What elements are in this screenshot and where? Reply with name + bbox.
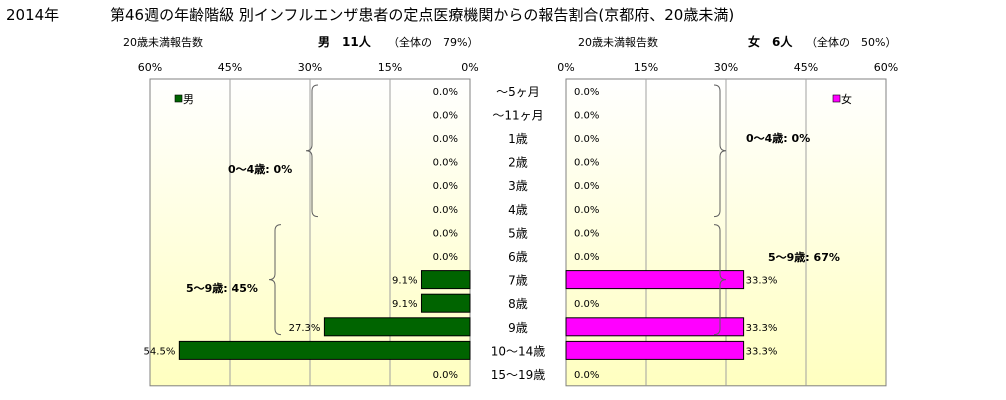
female-annotation-5-9: 5～9歳: 67% <box>768 250 840 264</box>
male-annotation-0-4: 0～4歳: 0% <box>228 162 292 176</box>
male-tick-label: 60% <box>138 61 162 74</box>
male-bar <box>178 340 471 360</box>
age-category-label: 15～19歳 <box>491 368 546 382</box>
female-tick-label: 30% <box>714 61 738 74</box>
male-legend-swatch <box>174 94 183 103</box>
male-bar <box>420 293 471 313</box>
age-category-label: 9歳 <box>508 321 528 335</box>
female-data-label: 0.0% <box>574 181 599 192</box>
female-annotation-0-4: 0～4歳: 0% <box>746 131 810 145</box>
male-data-label: 0.0% <box>433 252 458 263</box>
male-data-label: 0.0% <box>433 205 458 216</box>
female-5-9-brace <box>713 224 727 336</box>
age-category-label: 8歳 <box>508 297 528 311</box>
female-data-label: 0.0% <box>574 87 599 98</box>
male-data-label: 0.0% <box>433 228 458 239</box>
female-data-label: 33.3% <box>746 323 778 334</box>
female-data-label: 0.0% <box>574 370 599 381</box>
female-data-label: 33.3% <box>746 276 778 287</box>
female-tick-label: 60% <box>874 61 898 74</box>
age-category-label: 4歳 <box>508 203 528 217</box>
left-count-label: 20歳未満報告数 <box>123 36 203 49</box>
chart-title: 第46週の年齢階級 別インフルエンザ患者の定点医療機関からの報告割合(京都府、2… <box>110 6 735 24</box>
male-data-label: 0.0% <box>433 110 458 121</box>
female-legend-swatch <box>832 94 841 103</box>
female-data-label: 0.0% <box>574 205 599 216</box>
female-tick-label: 45% <box>794 61 818 74</box>
female-data-label: 0.0% <box>574 299 599 310</box>
female-data-label: 33.3% <box>746 346 778 357</box>
male-data-label: 0.0% <box>433 134 458 145</box>
age-category-label: 6歳 <box>508 250 528 264</box>
male-summary: 男 11人 <box>318 35 371 49</box>
male-data-label: 54.5% <box>144 346 176 357</box>
female-bar <box>565 270 745 290</box>
female-0-4-brace <box>713 84 727 218</box>
male-data-label: 9.1% <box>392 299 417 310</box>
male-data-label: 0.0% <box>433 158 458 169</box>
age-category-label: 7歳 <box>508 274 528 288</box>
male-bar <box>323 317 471 337</box>
age-category-label: ～11ヶ月 <box>492 108 543 122</box>
male-0-4-brace <box>305 84 319 218</box>
male-data-label: 0.0% <box>433 181 458 192</box>
female-summary: 女 6人 <box>748 35 793 49</box>
male-legend-label: 男 <box>183 93 194 106</box>
female-share: （全体の 50%） <box>806 36 897 49</box>
chart-year: 2014年 <box>6 6 60 24</box>
male-tick-label: 45% <box>218 61 242 74</box>
female-tick-label: 15% <box>634 61 658 74</box>
female-data-label: 0.0% <box>574 252 599 263</box>
male-data-label: 0.0% <box>433 370 458 381</box>
male-5-9-brace <box>268 224 282 336</box>
female-bar <box>565 340 745 360</box>
male-tick-label: 30% <box>298 61 322 74</box>
male-tick-label: 0% <box>461 61 478 74</box>
age-category-label: 2歳 <box>508 156 528 170</box>
female-bar <box>565 317 745 337</box>
right-count-label: 20歳未満報告数 <box>578 36 658 49</box>
age-category-label: 10～14歳 <box>491 344 546 358</box>
female-data-label: 0.0% <box>574 228 599 239</box>
male-data-label: 0.0% <box>433 87 458 98</box>
female-data-label: 0.0% <box>574 134 599 145</box>
male-tick-label: 15% <box>378 61 402 74</box>
female-tick-label: 0% <box>557 61 574 74</box>
age-category-label: ～5ヶ月 <box>496 85 540 99</box>
male-share: （全体の 79%） <box>388 36 479 49</box>
male-annotation-5-9: 5～9歳: 45% <box>186 281 258 295</box>
age-category-label: 5歳 <box>508 226 528 240</box>
male-data-label: 9.1% <box>392 276 417 287</box>
female-data-label: 0.0% <box>574 158 599 169</box>
female-legend-label: 女 <box>841 92 852 106</box>
female-data-label: 0.0% <box>574 110 599 121</box>
male-data-label: 27.3% <box>289 323 321 334</box>
male-bar <box>420 270 471 290</box>
age-category-label: 1歳 <box>508 132 528 146</box>
age-category-label: 3歳 <box>508 179 528 193</box>
